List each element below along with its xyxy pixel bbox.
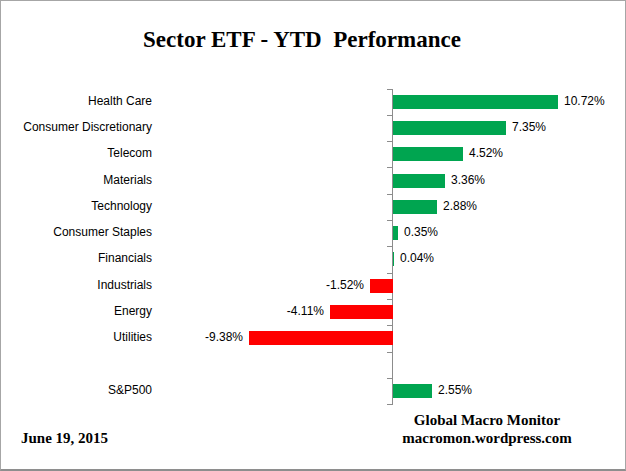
credit-text: Global Macro Monitor macromon.wordpress.… — [361, 411, 613, 447]
bar — [393, 384, 432, 398]
axis-tick — [387, 273, 393, 274]
value-label: -1.52% — [1, 278, 364, 293]
value-label: 7.35% — [512, 120, 546, 135]
axis-tick — [387, 167, 393, 168]
category-label: Health Care — [1, 94, 152, 109]
value-label: 2.55% — [438, 383, 472, 398]
value-label: 3.36% — [451, 173, 485, 188]
bar — [249, 331, 393, 345]
value-label: -9.38% — [1, 330, 243, 345]
category-label: Financials — [1, 251, 152, 266]
value-label: -4.11% — [1, 304, 324, 319]
axis-tick — [387, 194, 393, 195]
bar — [393, 121, 506, 135]
axis-tick — [387, 299, 393, 300]
category-label: S&P500 — [1, 383, 152, 398]
bar — [393, 226, 398, 240]
axis-tick — [387, 378, 393, 379]
credit-line-1: Global Macro Monitor — [361, 411, 613, 429]
category-label: Consumer Staples — [1, 225, 152, 240]
credit-line-2: macromon.wordpress.com — [361, 429, 613, 447]
bar — [330, 305, 393, 319]
date-label: June 19, 2015 — [21, 430, 108, 447]
bar — [393, 174, 445, 188]
value-label: 0.04% — [400, 251, 434, 266]
value-label: 2.88% — [443, 199, 477, 214]
axis-tick — [387, 141, 393, 142]
chart-window: Sector ETF - YTD Performance Health Care… — [0, 0, 626, 471]
axis-tick — [387, 246, 393, 247]
value-label: 0.35% — [404, 225, 438, 240]
value-label: 10.72% — [564, 94, 605, 109]
bar — [393, 200, 437, 214]
axis-tick — [387, 220, 393, 221]
category-label: Consumer Discretionary — [1, 120, 152, 135]
bar — [393, 252, 394, 266]
bar — [393, 147, 463, 161]
axis-tick — [387, 89, 393, 90]
bar — [393, 95, 558, 109]
axis-tick — [387, 404, 393, 405]
value-label: 4.52% — [469, 146, 503, 161]
category-label: Technology — [1, 199, 152, 214]
axis-tick — [387, 325, 393, 326]
chart-title: Sector ETF - YTD Performance — [1, 27, 603, 53]
axis-tick — [387, 115, 393, 116]
bar — [370, 279, 393, 293]
category-label: Telecom — [1, 146, 152, 161]
axis-tick — [387, 352, 393, 353]
category-label: Materials — [1, 173, 152, 188]
